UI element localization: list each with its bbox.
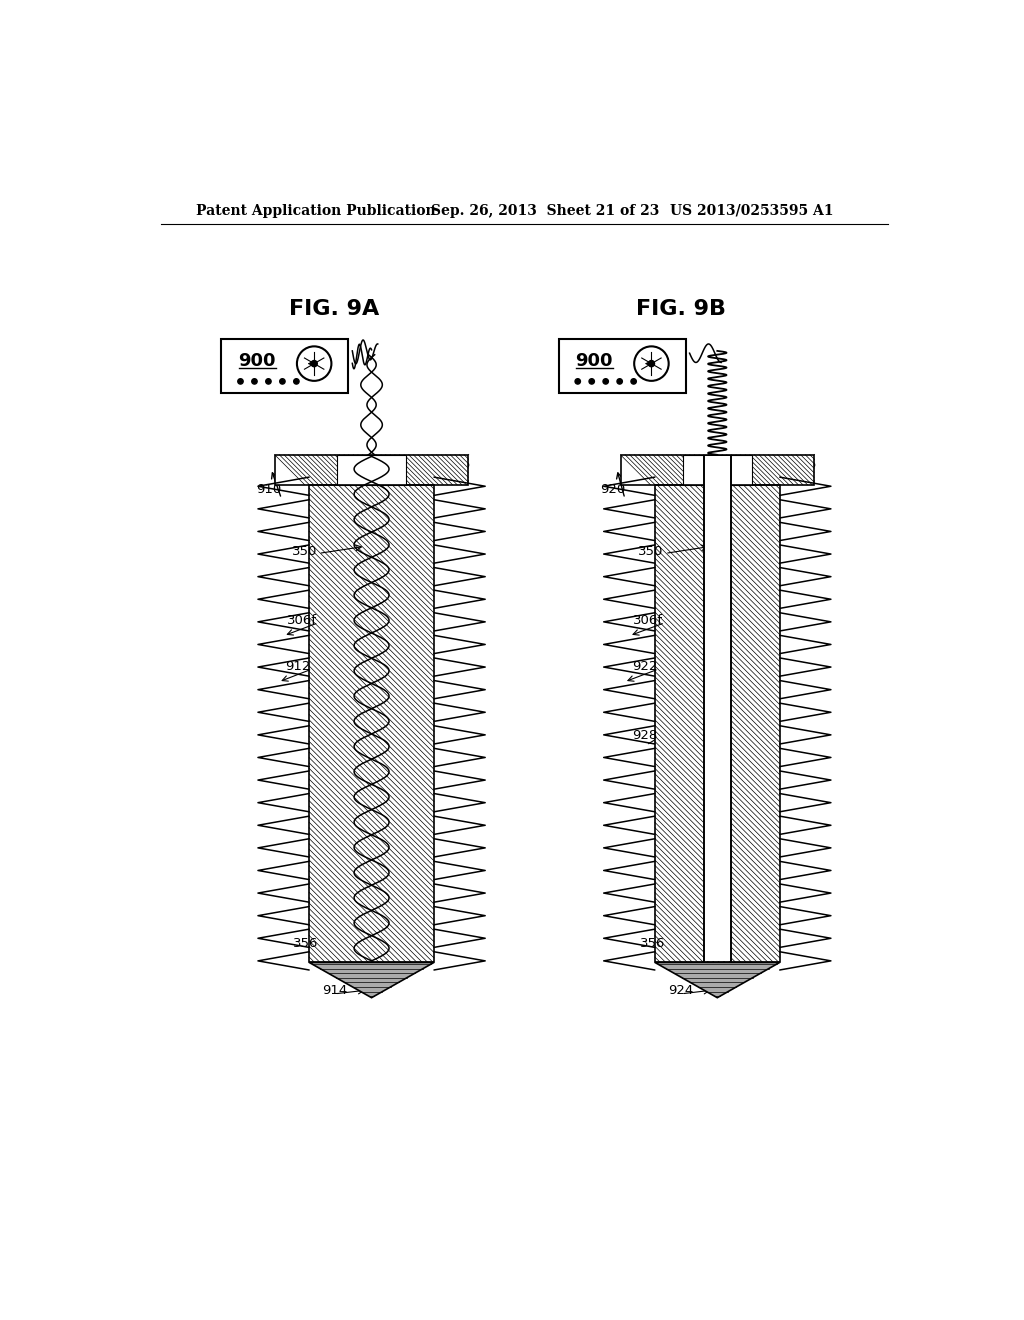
Circle shape	[266, 379, 271, 384]
Circle shape	[294, 379, 299, 384]
Circle shape	[648, 360, 654, 367]
Bar	[221, 339, 348, 393]
Bar	[655, 484, 779, 962]
Text: 356: 356	[293, 937, 318, 950]
Text: Sep. 26, 2013  Sheet 21 of 23: Sep. 26, 2013 Sheet 21 of 23	[431, 203, 659, 218]
Bar	[655, 484, 779, 962]
Text: FIG. 9B: FIG. 9B	[636, 298, 726, 318]
Text: 920: 920	[600, 483, 626, 496]
Circle shape	[575, 379, 581, 384]
Circle shape	[252, 379, 257, 384]
Circle shape	[634, 346, 669, 381]
Circle shape	[280, 379, 285, 384]
Text: 924: 924	[669, 983, 693, 997]
Bar	[337, 455, 406, 484]
Bar	[559, 339, 686, 393]
Text: 302f: 302f	[639, 466, 668, 479]
Bar	[703, 457, 731, 961]
Text: 926: 926	[792, 458, 816, 471]
Text: 302f: 302f	[293, 466, 322, 479]
Text: 350: 350	[638, 545, 664, 557]
Text: 928: 928	[632, 730, 657, 742]
Text: 922: 922	[632, 660, 657, 673]
Circle shape	[631, 379, 636, 384]
Circle shape	[589, 379, 594, 384]
Text: 914: 914	[322, 983, 347, 997]
Text: FIG. 9A: FIG. 9A	[290, 298, 380, 318]
Circle shape	[603, 379, 608, 384]
Text: 912: 912	[286, 660, 310, 673]
Text: 356: 356	[640, 937, 665, 950]
Polygon shape	[309, 962, 434, 998]
Polygon shape	[274, 455, 468, 484]
Text: 306f: 306f	[634, 614, 664, 627]
Circle shape	[617, 379, 623, 384]
Text: 350: 350	[292, 545, 316, 557]
Bar	[309, 484, 434, 962]
Text: 910: 910	[257, 483, 282, 496]
Circle shape	[297, 346, 332, 381]
Text: 916: 916	[444, 458, 470, 471]
Text: 306f: 306f	[287, 614, 316, 627]
Text: US 2013/0253595 A1: US 2013/0253595 A1	[670, 203, 834, 218]
Circle shape	[311, 360, 317, 367]
Text: 900: 900	[239, 352, 275, 370]
Bar	[683, 455, 752, 484]
Text: 308f: 308f	[293, 454, 322, 467]
Polygon shape	[655, 962, 779, 998]
Text: 900: 900	[575, 352, 613, 370]
Text: 308f: 308f	[639, 454, 668, 467]
Circle shape	[238, 379, 243, 384]
Polygon shape	[621, 455, 814, 484]
Bar	[309, 484, 434, 962]
Text: Patent Application Publication: Patent Application Publication	[196, 203, 435, 218]
